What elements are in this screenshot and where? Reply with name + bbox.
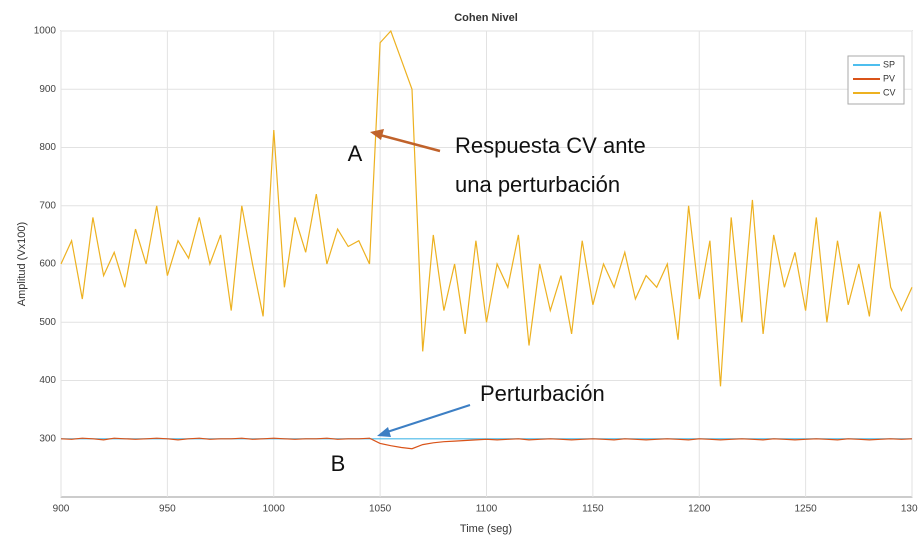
y-tick-label: 700 xyxy=(39,200,56,211)
legend-label: SP xyxy=(883,59,895,69)
x-tick-label: 1000 xyxy=(263,504,286,515)
arrow xyxy=(383,404,471,434)
chart-title: Cohen Nivel xyxy=(454,12,518,24)
x-axis-label: Time (seg) xyxy=(460,523,512,535)
x-tick-label: 900 xyxy=(53,504,70,515)
y-tick-label: 1000 xyxy=(34,26,57,37)
annotation: Perturbación xyxy=(480,381,605,406)
annotation: una perturbación xyxy=(455,172,620,197)
arrow-head xyxy=(370,129,384,140)
y-tick-label: 400 xyxy=(39,375,56,386)
annotation: Respuesta CV ante xyxy=(455,133,646,158)
y-tick-label: 900 xyxy=(39,84,56,95)
arrow xyxy=(375,132,441,153)
x-tick-label: 1250 xyxy=(795,504,818,515)
annotation: B xyxy=(331,451,346,476)
y-tick-label: 600 xyxy=(39,259,56,270)
x-tick-label: 1050 xyxy=(369,504,392,515)
arrow-head xyxy=(377,427,391,437)
series-line xyxy=(60,29,913,387)
y-tick-label: 500 xyxy=(39,317,56,328)
x-tick-label: 1100 xyxy=(476,504,498,515)
x-tick-label: 1150 xyxy=(582,504,604,515)
y-tick-label: 300 xyxy=(39,433,56,444)
y-axis-label: Amplitud (Vx100) xyxy=(16,222,28,306)
annotation: A xyxy=(348,141,363,166)
legend-label: CV xyxy=(883,87,896,97)
legend: SP PV CV xyxy=(847,55,905,105)
lines xyxy=(60,29,913,450)
series-line xyxy=(60,437,913,450)
x-tick-label: 1200 xyxy=(688,504,711,515)
y-tick-label: 800 xyxy=(39,142,56,153)
x-tick-label: 1300 xyxy=(901,504,918,515)
legend-label: PV xyxy=(883,73,895,83)
x-tick-label: 950 xyxy=(159,504,176,515)
